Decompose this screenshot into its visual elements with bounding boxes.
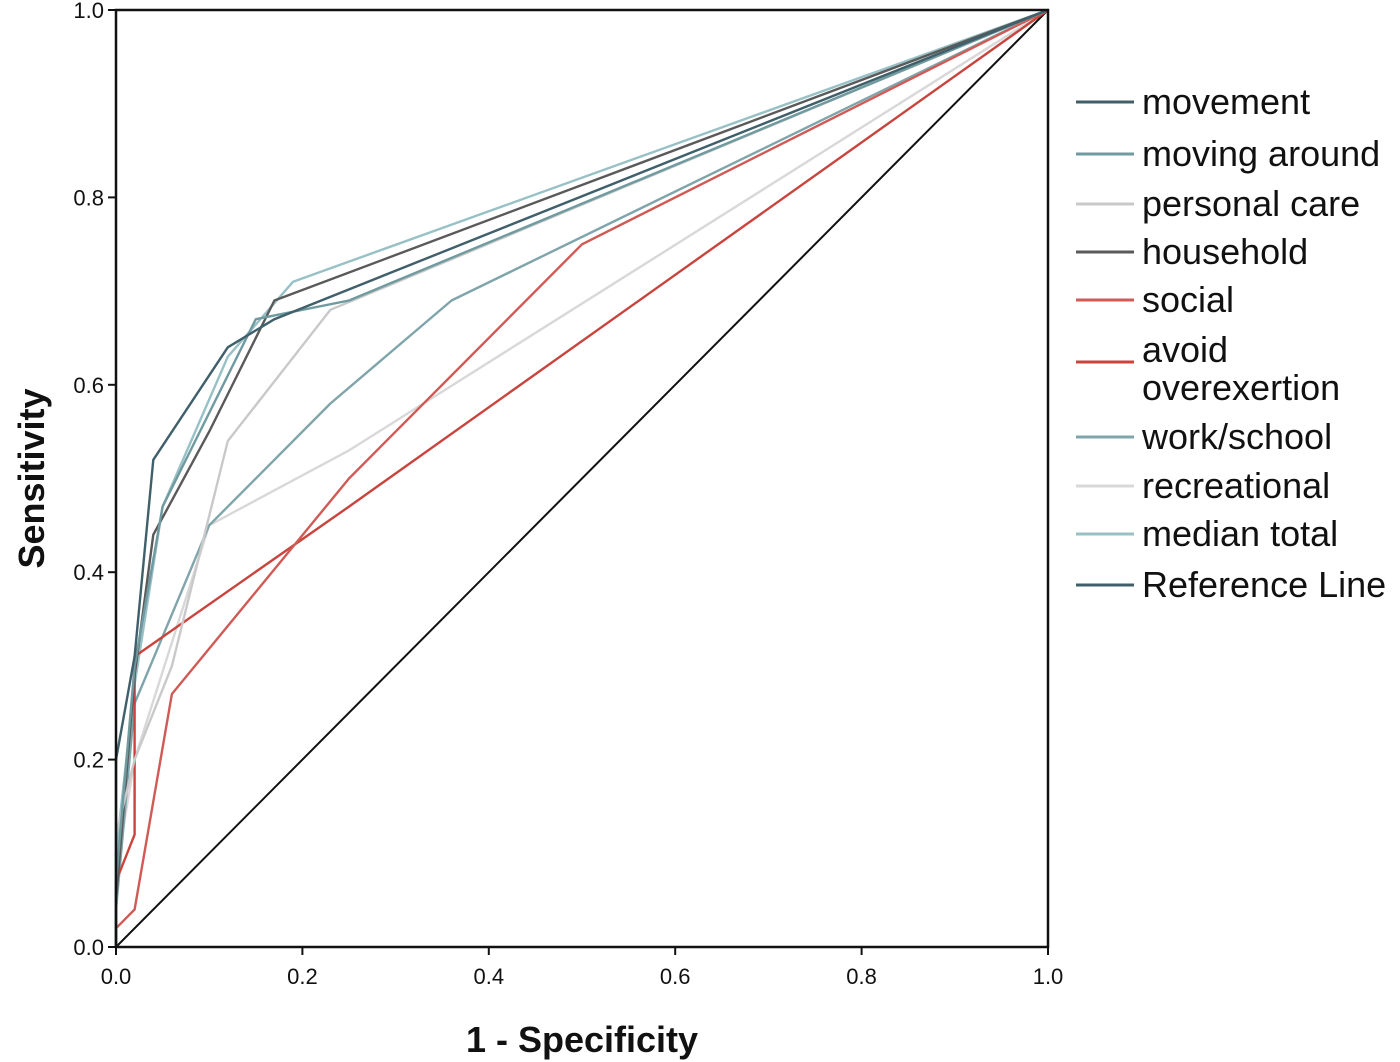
legend-label: recreational	[1142, 465, 1330, 506]
y-tick-label: 0.6	[73, 373, 104, 398]
legend-item: Reference Line	[1076, 564, 1386, 605]
x-tick-label: 0.2	[287, 964, 318, 989]
legend-label: household	[1142, 231, 1308, 272]
legend-label: moving around	[1142, 133, 1380, 174]
legend-item: recreational	[1076, 465, 1330, 506]
x-tick-label: 1.0	[1033, 964, 1064, 989]
legend-item: household	[1076, 231, 1308, 272]
legend-label: avoid	[1142, 329, 1228, 370]
legend: movement moving around personal care househ…	[1076, 81, 1386, 605]
y-tick-label: 0.4	[73, 560, 104, 585]
x-tick-label: 0.6	[660, 964, 691, 989]
legend-item: median total	[1076, 513, 1338, 554]
y-tick-label: 0.2	[73, 748, 104, 773]
legend-label: Reference Line	[1142, 564, 1386, 605]
y-tick-label: 0.8	[73, 185, 104, 210]
legend-item: moving around	[1076, 133, 1380, 174]
legend-label: median total	[1142, 513, 1338, 554]
legend-item: personal care	[1076, 183, 1360, 224]
y-tick-label: 1.0	[73, 0, 104, 23]
x-axis: 0.0 0.2 0.4 0.6 0.8 1.0	[101, 947, 1064, 989]
y-tick-label: 0.0	[73, 935, 104, 960]
x-tick-label: 0.8	[846, 964, 877, 989]
legend-item: social	[1076, 279, 1234, 320]
legend-label: movement	[1142, 81, 1310, 122]
x-tick-label: 0.4	[474, 964, 505, 989]
y-axis-title: Sensitivity	[11, 388, 52, 568]
legend-label: work/school	[1141, 416, 1332, 457]
legend-item: movement	[1076, 81, 1310, 122]
legend-label: personal care	[1142, 183, 1360, 224]
legend-item: work/school	[1076, 416, 1332, 457]
series-layer	[116, 10, 1048, 947]
legend-label: social	[1142, 279, 1234, 320]
x-axis-title: 1 - Specificity	[466, 1019, 698, 1060]
y-axis: 0.0 0.2 0.4 0.6 0.8 1.0	[73, 0, 116, 960]
legend-label: overexertion	[1142, 367, 1340, 408]
x-tick-label: 0.0	[101, 964, 132, 989]
